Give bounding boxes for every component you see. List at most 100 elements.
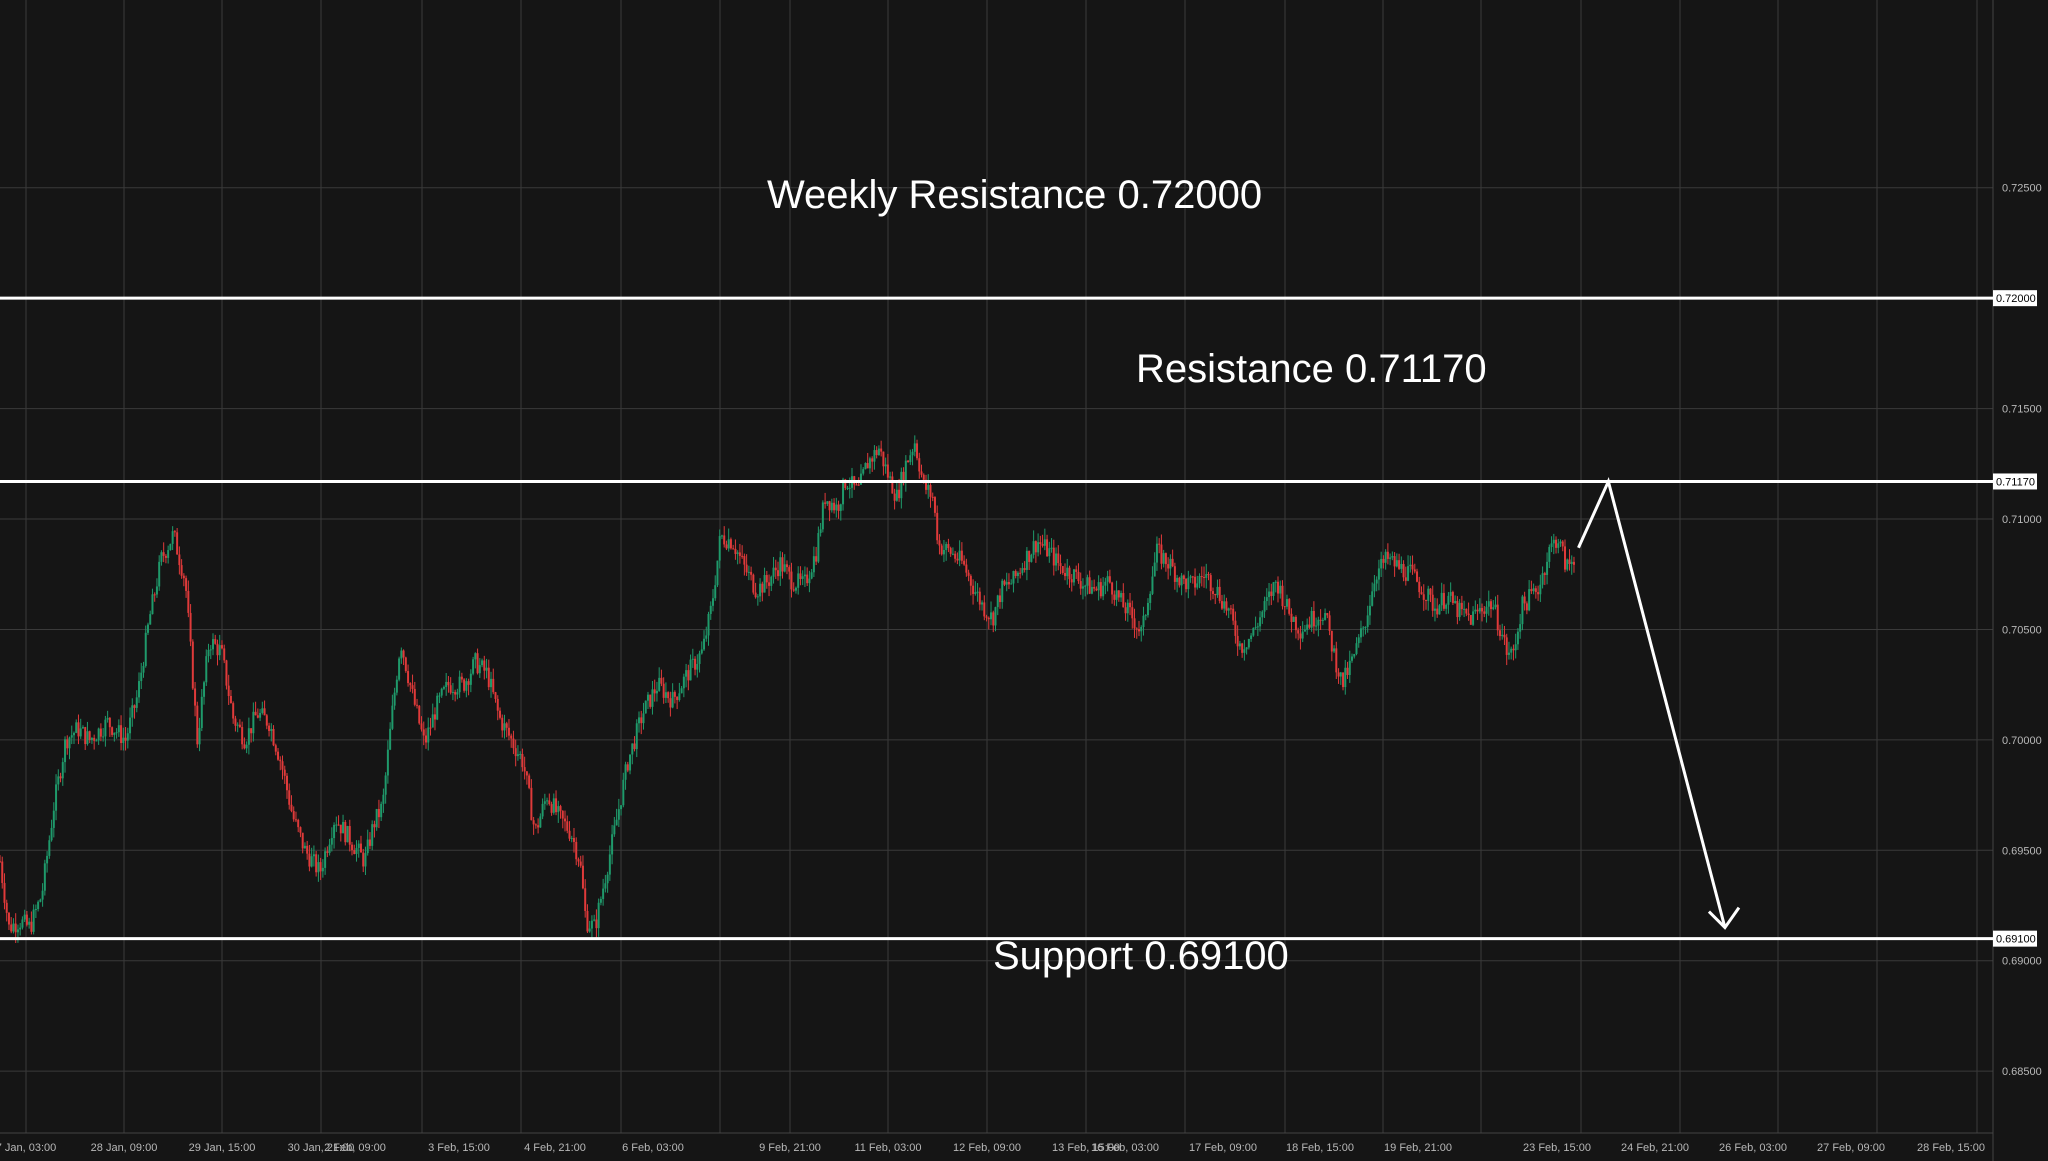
candle-body <box>862 469 865 474</box>
candle-body <box>599 898 602 903</box>
candle-body <box>1041 543 1044 546</box>
candle-body <box>918 458 921 472</box>
candle-body <box>1028 550 1031 562</box>
candle-body <box>889 476 892 478</box>
candle-body <box>146 624 149 633</box>
candle-body <box>236 724 239 726</box>
candle-body <box>1539 584 1542 595</box>
candle-body <box>492 678 495 693</box>
candle-body <box>797 573 800 588</box>
candle-body <box>144 632 147 666</box>
candle-body <box>729 539 732 549</box>
candle-body <box>173 531 176 533</box>
candle-body <box>1514 644 1517 651</box>
candle-body <box>741 555 744 557</box>
candle-body <box>138 681 141 698</box>
candle-body <box>25 914 28 925</box>
candle-body <box>1259 617 1262 627</box>
candle-body <box>1382 558 1385 563</box>
candle-body <box>330 838 333 845</box>
candle-body <box>640 717 643 724</box>
candle-body <box>691 658 694 660</box>
candle-body <box>353 850 356 854</box>
candle-body <box>187 590 190 613</box>
candle-body <box>364 853 367 867</box>
candle-body <box>987 617 990 620</box>
candle-body <box>947 544 950 549</box>
candle-body <box>1528 589 1531 611</box>
candle-body <box>1427 588 1430 601</box>
candle-body <box>1178 577 1181 586</box>
candle-body <box>43 863 46 891</box>
candle-body <box>963 560 966 565</box>
candle-body <box>743 556 746 565</box>
candle-body <box>93 737 96 741</box>
candle-body <box>1236 635 1239 647</box>
candle-body <box>254 711 257 716</box>
x-tick-label: 28 Jan, 09:00 <box>91 1142 158 1154</box>
candle-body <box>868 458 871 469</box>
candle-body <box>1227 608 1230 611</box>
candle-body <box>229 695 232 704</box>
candle-body <box>859 473 862 485</box>
candle-body <box>1055 553 1058 566</box>
candle-body <box>1436 608 1439 615</box>
candle-body <box>1001 580 1004 603</box>
candle-body <box>169 543 172 551</box>
candle-body <box>698 653 701 664</box>
candle-body <box>386 749 389 776</box>
candle-body <box>833 502 836 511</box>
candle-body <box>1220 601 1223 609</box>
candle-body <box>1216 586 1219 596</box>
candle-body <box>176 532 179 555</box>
candle-body <box>113 732 116 735</box>
candle-body <box>817 533 820 562</box>
candle-body <box>1409 564 1412 567</box>
candle-body <box>1431 594 1434 611</box>
candle-body <box>1187 577 1190 590</box>
candle-body <box>200 696 203 729</box>
candle-body <box>252 711 255 734</box>
candle-body <box>907 460 910 463</box>
x-tick-label: 29 Jan, 15:00 <box>189 1142 256 1154</box>
candle-body <box>469 673 472 685</box>
candle-body <box>570 838 573 840</box>
candle-body <box>864 463 867 470</box>
candle-body <box>476 653 479 674</box>
candle-body <box>308 853 311 867</box>
candle-body <box>456 692 459 695</box>
candle-body <box>368 839 371 846</box>
candle-body <box>498 710 501 718</box>
candle-body <box>277 751 280 760</box>
candle-body <box>333 824 336 839</box>
x-tick-label: 30 Jan, 21:00 <box>288 1142 355 1154</box>
candle-body <box>1438 605 1441 615</box>
candle-body <box>1153 562 1156 577</box>
candle-body <box>1463 608 1466 610</box>
candle-body <box>938 540 941 546</box>
candle-body <box>1003 580 1006 585</box>
y-tick-label: 0.69500 <box>2002 845 2042 857</box>
candle-body <box>924 479 927 490</box>
candle-body <box>1247 638 1250 648</box>
x-tick-label: 16 Feb, 03:00 <box>1091 1142 1159 1154</box>
candle-body <box>263 708 266 716</box>
candle-body <box>723 535 726 545</box>
candle-body <box>588 928 591 932</box>
candle-body <box>1229 608 1232 610</box>
candle-body <box>1167 564 1170 569</box>
candle-body <box>1061 566 1064 574</box>
candle-body <box>1124 607 1127 614</box>
candle-body <box>1288 599 1291 614</box>
candle-body <box>658 677 661 691</box>
candle-body <box>490 678 493 688</box>
candle-body <box>1366 615 1369 627</box>
candle-body <box>120 725 123 744</box>
x-tick-label: 24 Feb, 21:00 <box>1621 1142 1689 1154</box>
candle-body <box>685 670 688 677</box>
candle-body <box>1398 560 1401 569</box>
candle-body <box>1306 624 1309 630</box>
candle-body <box>707 613 710 636</box>
candle-body <box>1521 596 1524 625</box>
